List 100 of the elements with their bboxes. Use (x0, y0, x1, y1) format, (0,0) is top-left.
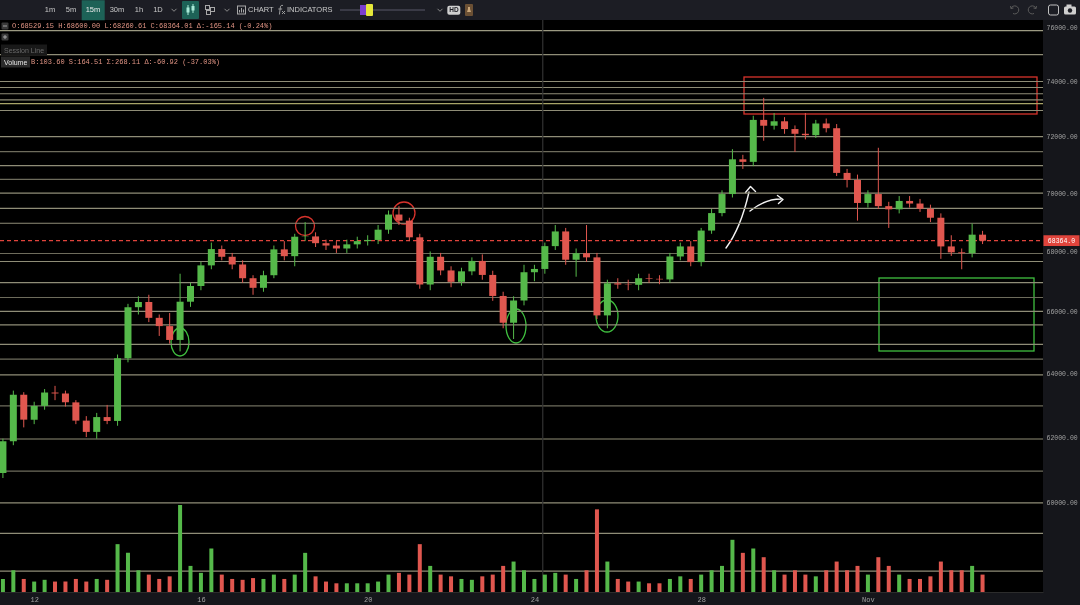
bar (792, 570, 797, 592)
candlestick (30, 401, 38, 425)
bar (219, 574, 224, 592)
candlestick (291, 233, 299, 267)
bar (303, 552, 308, 592)
bar (647, 583, 652, 592)
bar (720, 565, 725, 592)
bar (323, 581, 328, 592)
bar (334, 583, 339, 592)
bar (396, 572, 401, 592)
bar (94, 578, 99, 592)
bar (42, 579, 47, 592)
bar (198, 572, 203, 592)
candlestick (197, 261, 205, 291)
bar (657, 583, 662, 592)
candlestick (249, 274, 257, 296)
bar (407, 574, 412, 592)
candlestick (385, 209, 393, 235)
candlestick (687, 240, 695, 267)
bar (907, 578, 912, 592)
bar (511, 561, 516, 592)
bar (501, 565, 506, 592)
candlestick (41, 388, 49, 411)
candlestick (259, 270, 267, 293)
candlestick (280, 240, 288, 261)
candlestick (551, 224, 559, 251)
candlestick (478, 253, 486, 281)
candlestick (843, 168, 851, 188)
candlestick (968, 223, 976, 258)
bar (594, 509, 599, 592)
bar (949, 570, 954, 592)
bar (751, 548, 756, 592)
bar (970, 565, 975, 592)
candlestick (166, 312, 174, 345)
bar (813, 576, 818, 592)
candlestick (947, 234, 955, 257)
candlestick (708, 208, 716, 235)
bar (230, 578, 235, 592)
bar (125, 552, 130, 592)
bar (313, 576, 318, 592)
candlestick (645, 273, 653, 284)
bar (761, 557, 766, 592)
bar (282, 578, 287, 592)
bar (522, 570, 526, 592)
bar (0, 578, 5, 592)
candlestick (134, 295, 142, 315)
candlestick (93, 412, 101, 440)
bar (146, 574, 151, 592)
bar (542, 574, 547, 592)
candlestick (72, 399, 80, 425)
bar (959, 570, 964, 592)
bar (699, 574, 704, 592)
candlestick (885, 201, 893, 229)
bar (344, 583, 349, 592)
bar (240, 579, 245, 592)
bar (824, 570, 829, 592)
candlestick (864, 189, 872, 209)
candlestick (145, 294, 153, 323)
bar (938, 561, 943, 592)
bar (271, 574, 276, 592)
bar (63, 581, 68, 592)
bar (772, 570, 777, 592)
bar (730, 539, 735, 592)
bar (417, 544, 422, 592)
bar (469, 579, 474, 592)
candlestick (489, 270, 497, 302)
candlestick (374, 224, 382, 245)
bar (636, 581, 641, 592)
bar (553, 572, 558, 592)
bar (386, 574, 391, 592)
bar (376, 581, 381, 592)
candlestick (541, 242, 549, 275)
bar (865, 574, 870, 592)
bar (459, 578, 464, 592)
candlestick (812, 119, 820, 139)
bar (490, 574, 495, 592)
bar (480, 576, 485, 592)
candlestick (239, 259, 247, 284)
bar (11, 570, 16, 592)
bar (834, 561, 839, 592)
bar (918, 578, 923, 592)
bar (678, 576, 683, 592)
bar (209, 548, 214, 592)
candlestick (718, 189, 726, 217)
candlestick (82, 415, 90, 438)
bar (365, 583, 370, 592)
candlestick (916, 198, 924, 213)
bar (167, 576, 172, 592)
bar (584, 570, 589, 592)
bar (886, 565, 891, 592)
bar (53, 581, 58, 592)
bar (84, 581, 89, 592)
bar (855, 565, 860, 592)
candlestick (395, 205, 403, 226)
candlestick (437, 252, 445, 276)
candlestick (207, 242, 215, 270)
bar (563, 574, 568, 592)
candlestick (103, 404, 111, 425)
candlestick (583, 224, 591, 263)
bar (449, 576, 454, 592)
